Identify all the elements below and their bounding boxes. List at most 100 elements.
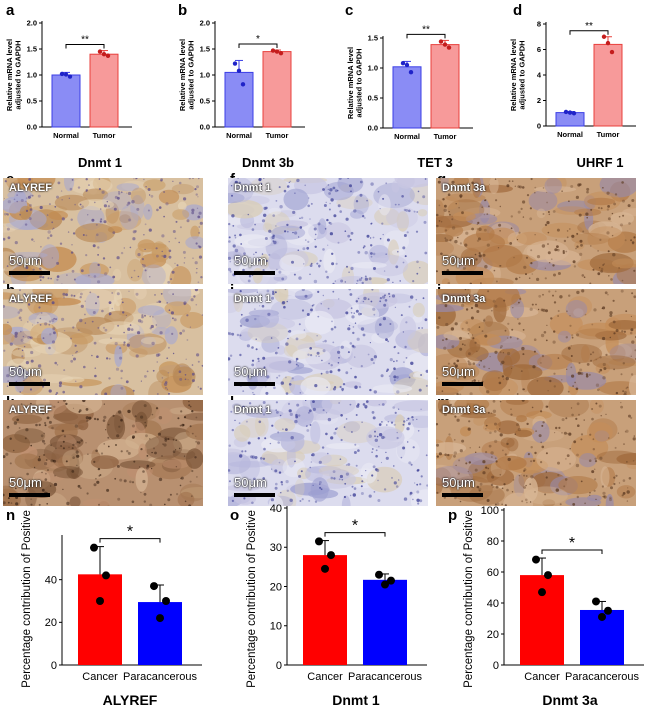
stain-label: Dnmt 3a [442, 404, 486, 416]
scale-bar [234, 271, 275, 275]
y-axis-label: Percentage contribution of Positive [463, 510, 475, 688]
x-tick-label: Paracancerous [348, 671, 422, 683]
significance-marker: ** [81, 35, 89, 46]
y-tick-label: 0 [537, 122, 541, 131]
data-point [156, 614, 164, 623]
data-point [96, 597, 104, 605]
data-point [408, 70, 414, 75]
x-tick-label: Normal [394, 132, 420, 141]
scale-bar [9, 493, 50, 497]
significance-bracket [65, 44, 105, 49]
significance-bracket [99, 538, 161, 543]
y-tick-label: 1.0 [27, 71, 37, 80]
chart-dnmt1-positive: 0 10 20 30 40 Percentage contribution of Posi… [246, 503, 427, 688]
stain-label: Dnmt 3a [442, 293, 486, 305]
data-point [321, 564, 329, 573]
y-axis-label: Relative mRNA leveladjusted to GAPDH [509, 39, 527, 111]
x-tick-label: Paracancerous [123, 671, 197, 683]
stain-label: ALYREF [9, 404, 52, 416]
tissue-texture [3, 178, 203, 284]
tissue-texture [228, 289, 428, 395]
bar-cancer [78, 574, 122, 665]
data-point [274, 49, 280, 54]
y-tick-label: 1.5 [27, 45, 37, 54]
scale-bar-label: 50μm [442, 475, 475, 490]
x-tick-label: Tumor [597, 130, 620, 139]
data-point [544, 571, 552, 580]
x-tick-label: Cancer [307, 671, 343, 683]
scale-bar-label: 50μm [234, 253, 267, 268]
stain-label: ALYREF [9, 293, 52, 305]
caption-dnmt1-positive: Dnmt 1 [332, 692, 380, 708]
data-point [605, 40, 611, 46]
data-point [63, 72, 69, 77]
data-point [381, 580, 389, 589]
y-tick-label: 40 [45, 575, 57, 587]
y-tick-label: 1.0 [200, 71, 210, 80]
stain-label: Dnmt 1 [234, 293, 272, 305]
panel-label-c: c [345, 2, 354, 19]
y-tick-label: 0 [51, 660, 57, 672]
panel-label-n: n [6, 507, 16, 524]
y-axis-label: Percentage contribution of Positive [21, 510, 33, 688]
data-point [236, 68, 242, 74]
data-point [97, 49, 103, 54]
y-axis-label: Percentage contribution of Positive [246, 510, 258, 688]
bar-normal [51, 74, 81, 128]
chart-alyref-positive: 0 20 40 Percentage contribution of Positive… [21, 510, 202, 688]
y-axis-label: Relative mRNA leveladjusted to GAPDH [5, 39, 23, 111]
y-tick-label: 20 [270, 581, 282, 593]
scale-bar-label: 50μm [234, 364, 267, 379]
y-tick-label: 10 [270, 621, 282, 633]
bar-paracancerous [363, 579, 407, 665]
data-point [601, 34, 607, 39]
bar-normal [392, 66, 422, 129]
scale-bar-label: 50μm [9, 253, 42, 268]
data-point [102, 571, 110, 580]
significance-marker: ** [585, 21, 593, 32]
caption-uhrf1-mrna: UHRF 1 [576, 155, 624, 170]
scale-bar [234, 493, 275, 497]
scale-bar [442, 493, 483, 497]
data-point [609, 49, 615, 55]
data-point [538, 588, 546, 597]
y-tick-label: 0.0 [27, 123, 37, 132]
y-tick-label: 20 [45, 617, 57, 629]
scale-bar-label: 50μm [9, 364, 42, 379]
scale-bar [9, 382, 50, 386]
data-point [327, 551, 335, 560]
tissue-texture [228, 400, 428, 506]
x-tick-label: Normal [557, 130, 583, 139]
chart-dnmt3a-positive: 0 20 40 60 80 100 Percentage contribution of P… [463, 505, 644, 688]
x-tick-label: Normal [226, 131, 252, 140]
chart-uhrf1-mrna: 0 2 4 6 8 Relative mRNA leveladjusted to GAPD… [509, 20, 636, 139]
bar-paracancerous [138, 602, 182, 665]
y-tick-label: 2.0 [27, 19, 37, 28]
data-point [598, 612, 606, 621]
significance-bracket [569, 30, 609, 35]
data-point [375, 570, 383, 579]
data-point [604, 606, 612, 615]
y-tick-label: 60 [487, 567, 499, 579]
y-tick-label: 0.0 [200, 123, 210, 132]
tissue-texture [436, 178, 636, 284]
panel-label-d: d [513, 2, 523, 19]
x-tick-label: Paracancerous [565, 671, 639, 683]
micrograph-dnmt-3a: Dnmt 3a 50μm [436, 289, 636, 395]
data-point [567, 110, 573, 115]
micrograph-alyref: ALYREF 50μm [3, 178, 203, 284]
data-point [105, 53, 111, 58]
micrograph-alyref: ALYREF 50μm [3, 400, 203, 506]
tissue-texture [436, 289, 636, 395]
scale-bar [442, 271, 483, 275]
y-tick-label: 1.0 [368, 64, 378, 73]
caption-dnmt3b-mrna: Dnmt 3b [242, 155, 294, 170]
y-tick-label: 4 [537, 71, 542, 80]
y-tick-label: 0 [493, 660, 499, 672]
micrograph-dnmt-3a: Dnmt 3a 50μm [436, 178, 636, 284]
significance-bracket [238, 43, 278, 49]
bar-tumor [262, 51, 292, 128]
data-point [532, 555, 540, 564]
significance-marker: * [352, 518, 358, 535]
scale-bar [442, 382, 483, 386]
